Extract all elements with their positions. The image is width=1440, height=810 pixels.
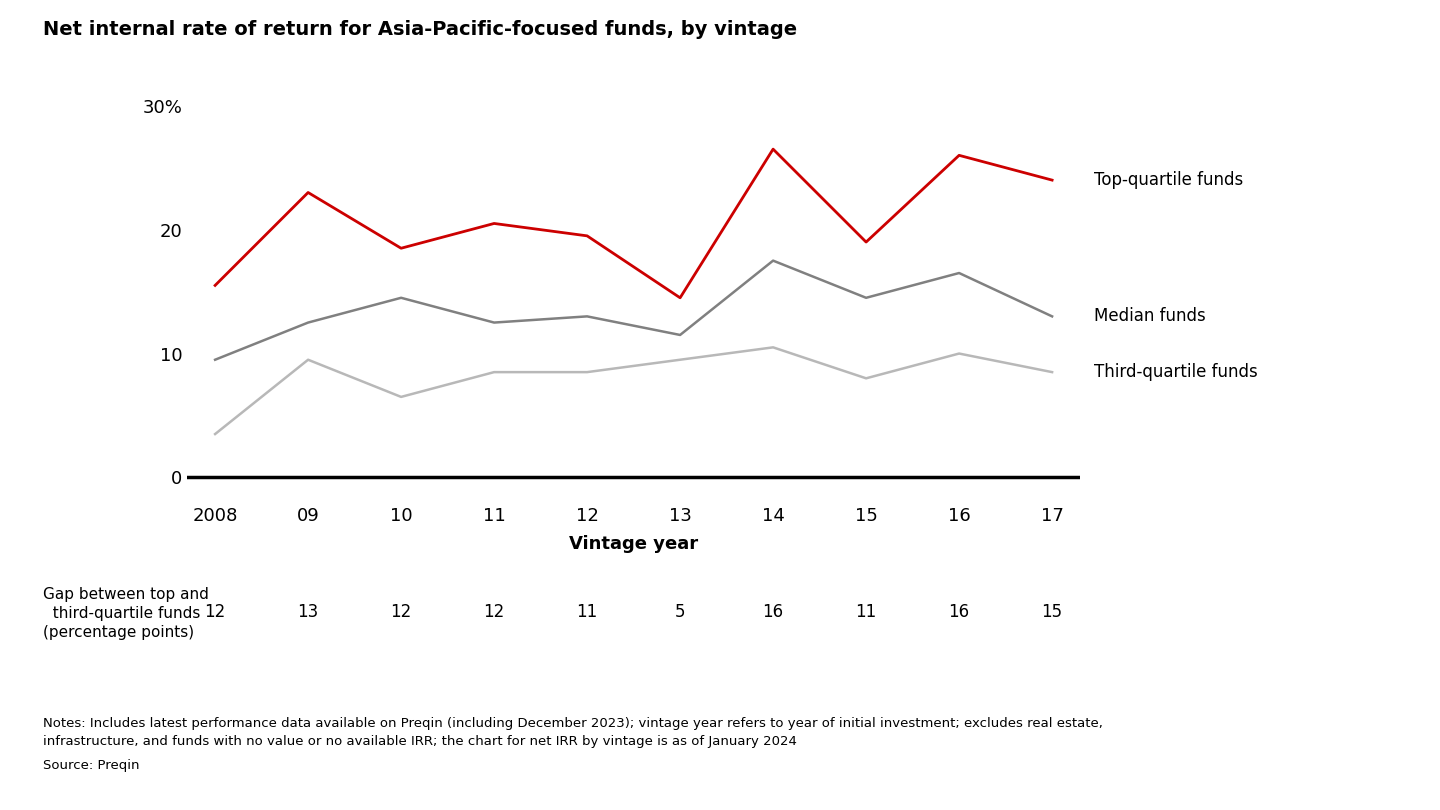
- Text: 5: 5: [675, 603, 685, 620]
- Text: (percentage points): (percentage points): [43, 625, 194, 640]
- Text: 11: 11: [855, 603, 877, 620]
- Text: 16: 16: [763, 603, 783, 620]
- Text: Vintage year: Vintage year: [569, 535, 698, 552]
- Text: Median funds: Median funds: [1094, 307, 1207, 326]
- Text: 12: 12: [390, 603, 412, 620]
- Text: Net internal rate of return for Asia-Pacific-focused funds, by vintage: Net internal rate of return for Asia-Pac…: [43, 20, 798, 39]
- Text: 16: 16: [949, 603, 969, 620]
- Text: Source: Preqin: Source: Preqin: [43, 759, 140, 772]
- Text: Top-quartile funds: Top-quartile funds: [1094, 171, 1244, 189]
- Text: 15: 15: [1041, 603, 1063, 620]
- Text: Gap between top and: Gap between top and: [43, 587, 209, 603]
- Text: Third-quartile funds: Third-quartile funds: [1094, 363, 1259, 382]
- Text: 12: 12: [204, 603, 226, 620]
- Text: Notes: Includes latest performance data available on Preqin (including December : Notes: Includes latest performance data …: [43, 717, 1103, 730]
- Text: third-quartile funds: third-quartile funds: [43, 606, 200, 621]
- Text: 12: 12: [484, 603, 505, 620]
- Text: infrastructure, and funds with no value or no available IRR; the chart for net I: infrastructure, and funds with no value …: [43, 735, 798, 748]
- Text: 13: 13: [298, 603, 318, 620]
- Text: 11: 11: [576, 603, 598, 620]
